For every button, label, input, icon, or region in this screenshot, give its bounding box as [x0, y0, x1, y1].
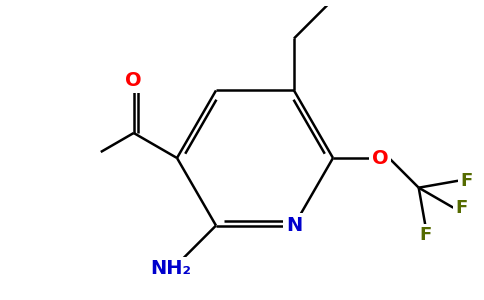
Text: O: O [372, 148, 388, 167]
Text: NH₂: NH₂ [151, 259, 192, 278]
Text: F: F [460, 172, 472, 190]
Text: N: N [286, 216, 302, 235]
Text: Cl: Cl [322, 0, 344, 4]
Text: F: F [420, 226, 432, 244]
Text: F: F [455, 199, 468, 217]
Text: O: O [125, 71, 142, 91]
